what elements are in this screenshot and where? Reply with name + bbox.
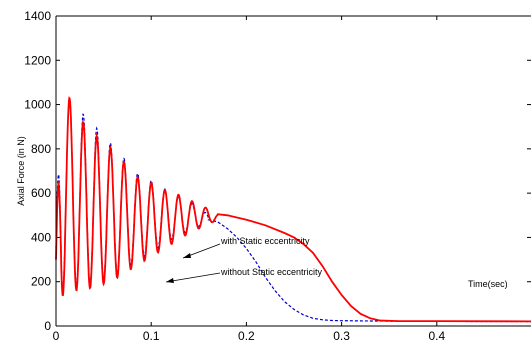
annotation-arrow-without xyxy=(165,272,221,283)
y-tick-label: 400 xyxy=(31,230,51,244)
annotation-without-eccentricity: without Static eccentricity xyxy=(220,267,323,277)
y-tick-label: 1400 xyxy=(24,9,51,23)
x-tick-label: 0.4 xyxy=(428,329,445,340)
x-tick-label: 0.2 xyxy=(238,329,255,340)
annotation-with-eccentricity: with Static eccentricity xyxy=(220,236,310,246)
series-layer xyxy=(55,96,531,323)
annotation-arrowhead-without xyxy=(166,278,174,283)
axes-group xyxy=(55,15,531,327)
annotation-arrowhead-with xyxy=(183,253,191,258)
y-tick-label: 600 xyxy=(31,186,51,200)
x-axis-label: Time(sec) xyxy=(468,279,508,289)
x-tick-label: 0.3 xyxy=(333,329,350,340)
x-tick-label: 0.1 xyxy=(143,329,160,340)
y-tick-label: 1200 xyxy=(24,53,51,67)
series-line-with xyxy=(55,96,531,323)
annotation-group: with Static eccentricity without Static … xyxy=(165,236,323,283)
y-axis-label: Axial Force (in N) xyxy=(16,136,26,206)
y-tick-label: 1000 xyxy=(24,98,51,112)
tick-group: 0 200 400 600 800 1000 1200 1400 0 0.1 0.2 0.3 0.4 xyxy=(24,9,531,340)
y-tick-label: 200 xyxy=(31,275,51,289)
x-tick-label: 0 xyxy=(53,329,60,340)
y-tick-label: 0 xyxy=(44,319,51,333)
y-tick-label: 800 xyxy=(31,142,51,156)
plot-background xyxy=(56,16,531,326)
